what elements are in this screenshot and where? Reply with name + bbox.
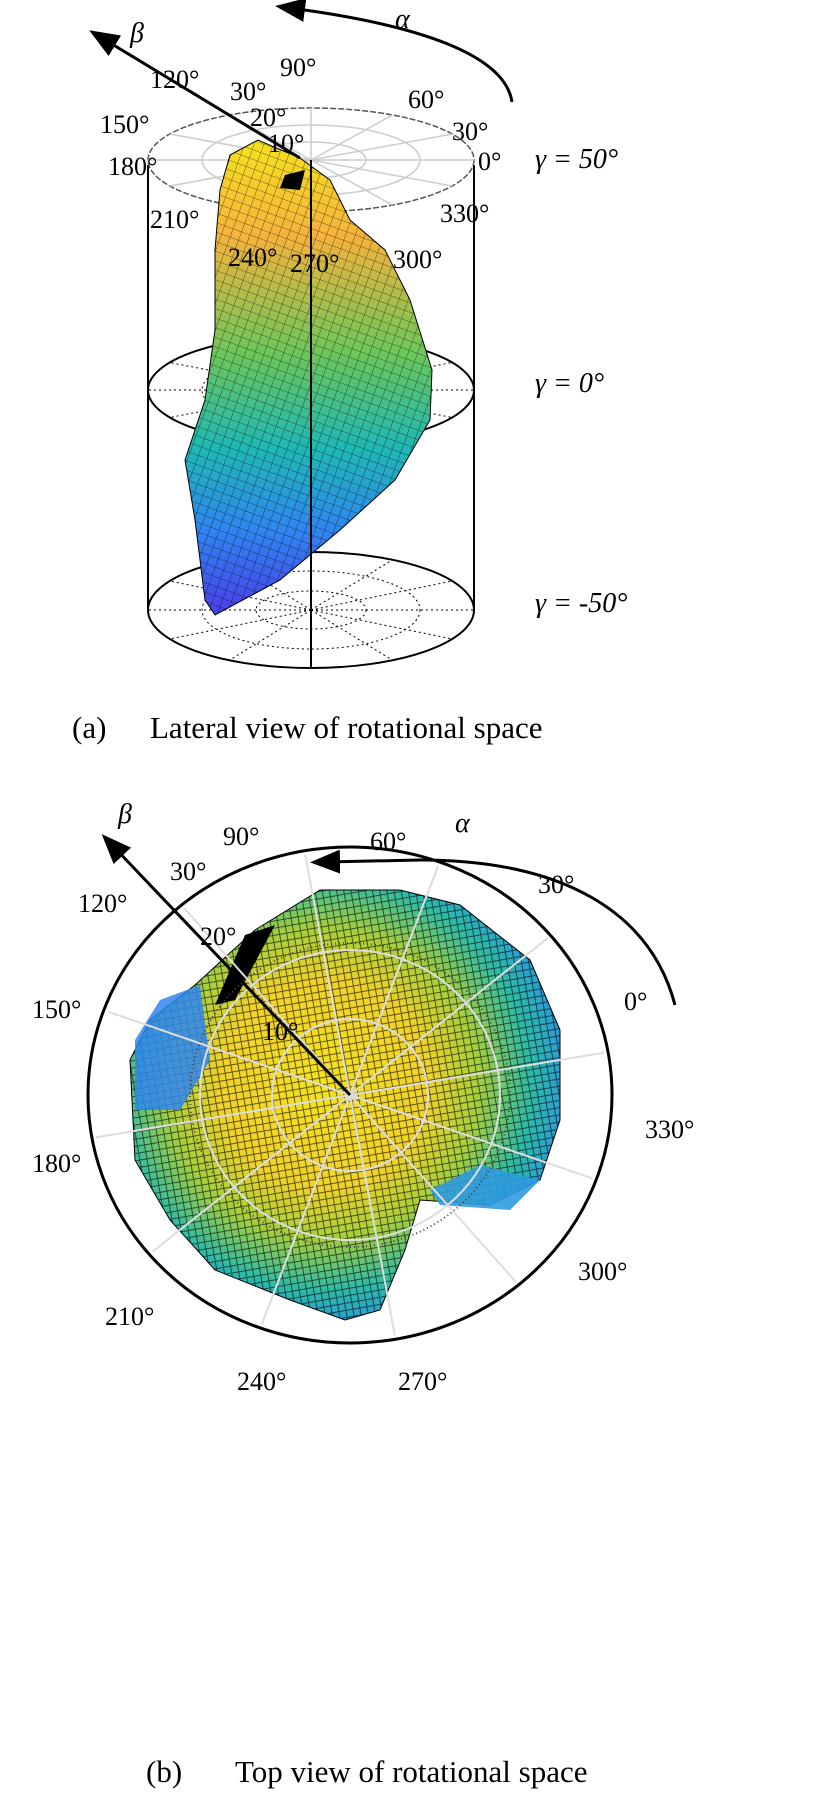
polar-spoke — [229, 559, 312, 611]
beta-label: β — [117, 799, 132, 830]
tick-label: 210° — [105, 1302, 154, 1331]
caption: Lateral view of rotational space — [150, 710, 542, 745]
beta-arrow — [89, 30, 301, 160]
polar-spoke — [310, 559, 393, 611]
gamma-level-label: γ = 0° — [535, 368, 604, 399]
panel-b-top-view: β α 90° 60° 30° 0° 330° 300° 270° 240° 2… — [32, 799, 694, 1789]
gamma-level-label: γ = -50° — [535, 588, 627, 619]
alpha-arrow — [310, 849, 677, 1006]
outer-ring — [86, 845, 614, 1345]
tick-label: 30° — [230, 77, 266, 106]
gamma-level-label: γ = 50° — [535, 144, 618, 175]
inner-polar-grid — [95, 854, 605, 1336]
tick-label: 60° — [370, 827, 406, 856]
tick-label: 20° — [250, 103, 286, 132]
polar-spoke — [349, 1094, 396, 1336]
alpha-label: α — [455, 808, 471, 839]
polar-spoke — [349, 865, 440, 1096]
tick-label: 10° — [262, 1017, 298, 1046]
tick-label: 210° — [150, 205, 199, 234]
caption-index: (b) — [146, 1754, 182, 1789]
beta-tick-labels: 10° 20° 30° — [230, 77, 304, 158]
tick-label: 180° — [32, 1149, 81, 1178]
tick-label: 30° — [538, 870, 574, 899]
polar-spoke — [310, 133, 453, 161]
beta-arrow — [101, 834, 352, 1097]
tick-label: 300° — [578, 1257, 627, 1286]
polar-spoke — [229, 609, 312, 661]
tick-label: 300° — [393, 245, 442, 274]
tick-label: 30° — [452, 117, 488, 146]
tick-label: 270° — [290, 249, 339, 278]
polar-spoke — [107, 1010, 351, 1096]
tick-label: 120° — [150, 65, 199, 94]
alpha-tick-labels: 90° 60° 30° 0° 330° 300° 270° 240° 210° … — [100, 53, 501, 278]
tick-label: 150° — [32, 995, 81, 1024]
tick-label: 10° — [268, 129, 304, 158]
polar-spoke — [169, 580, 312, 611]
tick-label: 20° — [200, 922, 236, 951]
polar-spoke — [310, 609, 453, 640]
tick-label: 150° — [100, 110, 149, 139]
polar-spoke — [310, 159, 453, 187]
tick-label: 30° — [170, 857, 206, 886]
polar-spoke — [310, 159, 393, 206]
tick-label: 0° — [624, 987, 647, 1016]
polar-spoke — [310, 114, 393, 161]
polar-spoke — [349, 1051, 605, 1096]
caption-index: (a) — [72, 710, 106, 745]
alpha-arrow — [275, 0, 514, 103]
tick-label: 180° — [108, 152, 157, 181]
rotational-space-surface-top — [129, 889, 561, 1321]
tick-label: 120° — [78, 889, 127, 918]
polar-spoke — [349, 937, 549, 1096]
tick-label: 60° — [408, 85, 444, 114]
tick-label: 330° — [440, 199, 489, 228]
polar-spoke — [169, 609, 312, 640]
tick-label: 0° — [478, 147, 501, 176]
panel-a-lateral-view: β α 90° 60° 30° 0° 330° 300° 270° 240° 2… — [72, 0, 627, 745]
polar-spoke — [349, 1094, 517, 1283]
tick-label: 240° — [228, 243, 277, 272]
tick-label: 270° — [398, 1367, 447, 1396]
beta-tick-labels: 10° 20° 30° — [170, 857, 298, 1046]
polar-spoke — [260, 1094, 351, 1325]
rotational-space-surface-lateral — [184, 139, 433, 616]
polar-spoke — [304, 854, 351, 1096]
tick-label: 240° — [237, 1367, 286, 1396]
tick-label: 90° — [280, 53, 316, 82]
polar-spoke — [95, 1094, 351, 1139]
polar-spoke — [349, 1094, 593, 1180]
polar-spoke — [310, 609, 393, 661]
alpha-label: α — [395, 4, 411, 35]
polar-spoke — [151, 1094, 351, 1253]
tick-label: 90° — [223, 822, 259, 851]
tick-label: 330° — [645, 1115, 694, 1144]
alpha-tick-labels: 90° 60° 30° 0° 330° 300° 270° 240° 210° … — [32, 822, 694, 1396]
beta-label: β — [129, 18, 144, 49]
polar-spoke — [310, 580, 453, 611]
caption: Top view of rotational space — [235, 1754, 588, 1789]
